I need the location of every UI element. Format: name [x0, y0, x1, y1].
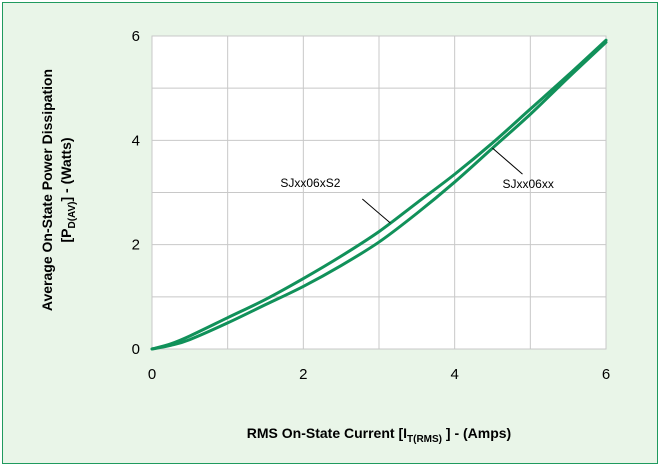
y-tick-label: 0: [132, 341, 140, 358]
y-tick-label: 4: [132, 132, 140, 149]
x-axis-label-suffix: ] - (Amps): [445, 425, 512, 441]
annotation-leader: [362, 198, 391, 224]
y-axis-label-suffix: ] - (Watts): [58, 137, 74, 202]
x-tick-label: 4: [450, 366, 458, 383]
x-axis-label-subscript: T(RMS): [407, 434, 442, 445]
x-axis-label-main: RMS On-State Current [I: [246, 425, 407, 441]
y-axis-label-line1: Average On-State Power Dissipation: [39, 68, 55, 312]
y-axis-label-subscript: D(AV): [67, 201, 78, 229]
series-line-1: [150, 38, 608, 351]
annotation-leader: [492, 147, 523, 175]
x-tick-label: 0: [148, 366, 156, 383]
x-tick-label: 6: [602, 366, 610, 383]
annotation-label: SJxx06xS2: [280, 176, 340, 190]
grid: [151, 35, 607, 350]
y-axis-label-prefix: [P: [58, 228, 74, 243]
tick-labels: 0 2 4 6 0 2 4 6: [132, 28, 611, 383]
y-tick-label: 6: [132, 28, 140, 45]
x-tick-label: 2: [299, 366, 307, 383]
x-axis-label: RMS On-State Current [IT(RMS) ] - (Amps): [152, 425, 606, 445]
annotation-label: SJxx06xx: [503, 177, 554, 191]
series-lines: [150, 38, 608, 351]
y-axis-label: Average On-State Power Dissipation [PD(A…: [20, 30, 100, 350]
series-line-2: [150, 40, 608, 351]
annotations: SJxx06xS2 SJxx06xx: [280, 147, 554, 224]
y-tick-label: 2: [132, 237, 140, 254]
